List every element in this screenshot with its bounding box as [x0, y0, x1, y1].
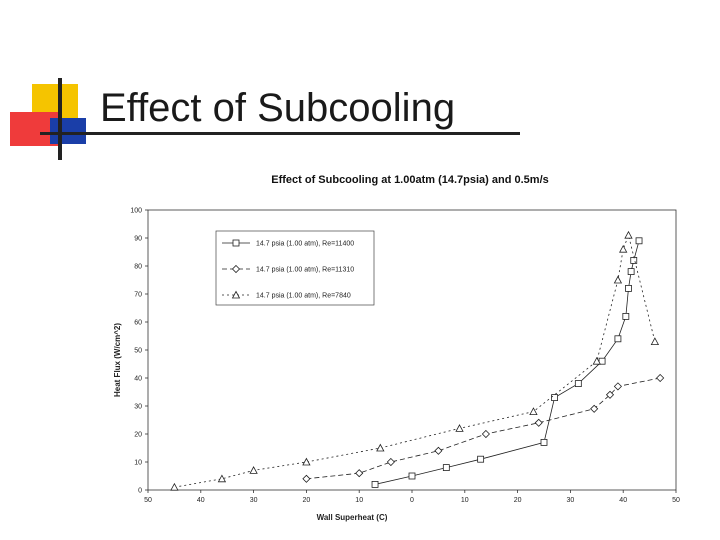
y-tick-label: 50 [134, 348, 142, 355]
data-point-series-1 [477, 455, 485, 463]
x-tick-label: 50 [144, 497, 152, 504]
data-point-series-1 [614, 335, 622, 343]
chart-title: Effect of Subcooling at 1.00atm (14.7psi… [271, 174, 549, 186]
x-tick-label: 50 [672, 497, 680, 504]
data-point-series-3 [619, 244, 628, 253]
data-point-series-2 [656, 373, 665, 383]
y-tick-label: 90 [134, 236, 142, 243]
data-point-series-2 [534, 418, 543, 427]
x-tick-label: 10 [355, 497, 363, 504]
decor-horizontal-rule [40, 132, 520, 135]
data-point-series-3 [455, 424, 464, 432]
x-tick-label: 30 [567, 497, 575, 504]
data-point-series-1 [625, 284, 632, 292]
legend-label: 14.7 psia (1.00 atm), Re=7840 [256, 293, 351, 300]
y-tick-label: 30 [134, 404, 142, 411]
legend-marker [231, 264, 241, 274]
x-axis-title: Wall Superheat (C) [317, 513, 388, 522]
data-point-series-1 [627, 268, 635, 276]
decor-vertical-rule [58, 78, 62, 160]
x-tick-label: 10 [461, 497, 469, 504]
y-axis-title: Heat Flux (W/cm^2) [113, 323, 122, 397]
y-tick-label: 40 [134, 376, 142, 383]
data-point-series-3 [624, 230, 633, 239]
data-point-series-3 [170, 482, 179, 491]
legend-label: 14.7 psia (1.00 atm), Re=11400 [256, 241, 354, 248]
data-point-series-1 [371, 480, 379, 488]
data-point-series-3 [592, 356, 601, 365]
data-point-series-2 [481, 429, 490, 439]
x-tick-label: 40 [619, 497, 627, 504]
x-tick-label: 30 [250, 497, 258, 504]
legend-marker [232, 239, 240, 247]
y-tick-label: 0 [138, 488, 142, 495]
data-point-series-1 [635, 237, 643, 245]
data-point-series-1 [540, 438, 548, 446]
y-tick-label: 10 [134, 460, 142, 467]
slide-title: Effect of Subcooling [100, 86, 456, 130]
data-point-series-2 [386, 457, 395, 467]
y-tick-label: 20 [134, 432, 142, 439]
decor-blue-square [50, 118, 86, 144]
x-tick-label: 0 [410, 497, 414, 504]
data-point-series-1 [442, 464, 450, 472]
y-tick-label: 80 [134, 264, 142, 271]
x-tick-label: 40 [197, 497, 205, 504]
data-point-series-3 [302, 457, 311, 466]
data-point-series-1 [622, 312, 630, 320]
data-point-series-2 [355, 469, 364, 478]
data-point-series-1 [574, 380, 582, 388]
data-point-series-2 [434, 446, 443, 455]
data-point-series-2 [613, 382, 622, 391]
data-point-series-3 [613, 275, 623, 284]
y-tick-label: 70 [134, 292, 142, 299]
y-tick-label: 60 [134, 320, 142, 327]
legend-label: 14.7 psia (1.00 atm), Re=11310 [256, 267, 354, 274]
x-tick-label: 20 [303, 497, 311, 504]
legend-marker [231, 290, 241, 299]
data-point-series-1 [630, 256, 638, 264]
series-line-2 [306, 377, 661, 480]
data-point-series-3 [376, 443, 385, 452]
data-point-series-2 [590, 404, 599, 413]
data-point-series-3 [529, 407, 538, 416]
data-point-series-2 [302, 474, 311, 483]
data-point-series-1 [408, 472, 416, 480]
data-point-series-3 [249, 466, 258, 474]
data-point-series-3 [650, 337, 660, 346]
data-point-series-3 [217, 474, 227, 483]
x-tick-label: 20 [514, 497, 522, 504]
data-point-series-2 [605, 390, 615, 399]
data-point-series-1 [551, 394, 558, 402]
y-tick-label: 100 [130, 208, 142, 215]
